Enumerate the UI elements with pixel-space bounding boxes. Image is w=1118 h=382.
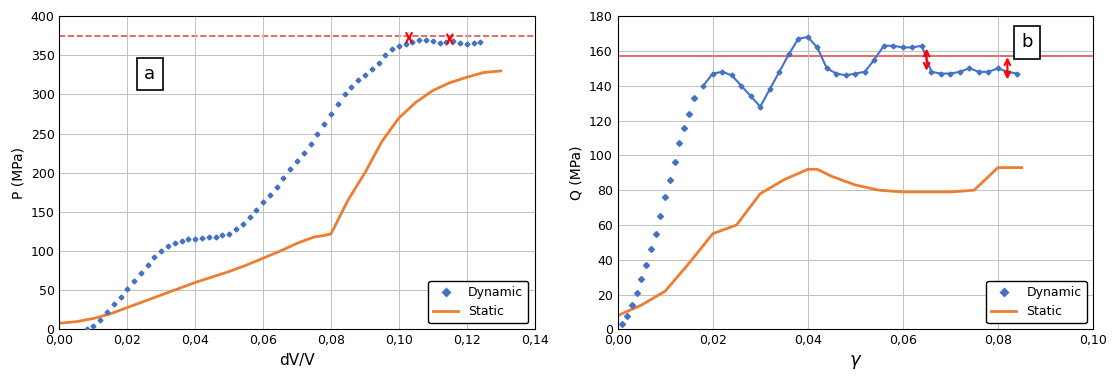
X-axis label: $\gamma$: $\gamma$ bbox=[849, 353, 862, 371]
Legend: Dynamic, Static: Dynamic, Static bbox=[986, 281, 1087, 323]
Legend: Dynamic, Static: Dynamic, Static bbox=[428, 281, 529, 323]
Y-axis label: P (MPa): P (MPa) bbox=[11, 147, 25, 199]
Text: b: b bbox=[1022, 34, 1033, 52]
Text: a: a bbox=[144, 65, 155, 83]
Y-axis label: Q (MPa): Q (MPa) bbox=[569, 146, 584, 200]
X-axis label: dV/V: dV/V bbox=[280, 353, 315, 368]
